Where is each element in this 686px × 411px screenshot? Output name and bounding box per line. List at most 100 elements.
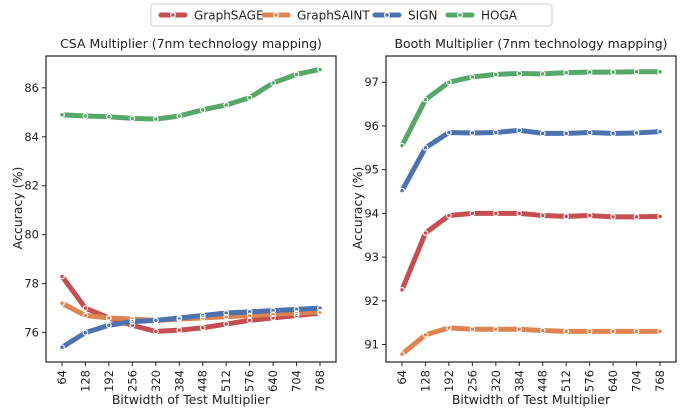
data-point-sign bbox=[516, 127, 523, 134]
data-point-hoga bbox=[399, 142, 405, 149]
plot-frame bbox=[45, 55, 337, 363]
csa-chart: CSA Multiplier (7nm technology mapping) … bbox=[10, 36, 337, 407]
data-point-graphsaint bbox=[106, 315, 112, 321]
data-point-graphsaint bbox=[563, 328, 570, 335]
x-tick-label: 192 bbox=[102, 370, 116, 392]
legend-label-graphsage: GraphSAGE bbox=[194, 9, 264, 23]
y-tick-label: 92 bbox=[364, 294, 379, 308]
data-point-hoga bbox=[59, 111, 65, 118]
data-point-graphsaint bbox=[399, 351, 405, 357]
x-axis-title: Bitwidth of Test Multiplier bbox=[452, 392, 611, 407]
series-line-sign bbox=[59, 305, 323, 350]
y-tick-label: 91 bbox=[364, 338, 379, 352]
data-point-graphsaint bbox=[82, 312, 89, 319]
y-tick-label: 84 bbox=[24, 130, 39, 144]
data-point-graphsage bbox=[152, 328, 159, 335]
y-tick-label: 93 bbox=[364, 250, 379, 264]
x-tick-label: 256 bbox=[465, 370, 479, 392]
data-point-graphsage bbox=[422, 230, 429, 236]
y-tick-label: 96 bbox=[364, 119, 379, 133]
data-point-graphsaint bbox=[293, 310, 300, 316]
data-point-sign bbox=[152, 317, 159, 324]
data-point-hoga bbox=[657, 68, 663, 75]
y-tick-label: 82 bbox=[24, 179, 39, 193]
series-line-hoga bbox=[399, 69, 663, 149]
data-point-graphsage bbox=[657, 213, 663, 220]
y-axis-title: Accuracy (%) bbox=[350, 167, 365, 250]
y-tick-label: 76 bbox=[24, 326, 39, 340]
data-point-sign bbox=[246, 308, 253, 315]
data-point-hoga bbox=[293, 71, 300, 78]
x-tick-label: 640 bbox=[606, 370, 620, 392]
series-line-hoga bbox=[59, 66, 323, 122]
data-point-sign bbox=[539, 130, 546, 137]
x-tick-label: 384 bbox=[172, 370, 186, 392]
data-point-graphsage bbox=[129, 322, 136, 329]
data-point-sign bbox=[59, 344, 65, 351]
legend-entry-graphsaint: GraphSAINT bbox=[261, 9, 370, 23]
data-point-graphsage bbox=[223, 321, 230, 327]
x-tick-label: 704 bbox=[290, 370, 304, 392]
chart-title: CSA Multiplier (7nm technology mapping) bbox=[60, 36, 322, 51]
y-tick-label: 80 bbox=[24, 228, 39, 242]
data-point-graphsage bbox=[610, 214, 616, 220]
data-point-hoga bbox=[223, 102, 230, 108]
data-point-graphsaint bbox=[586, 328, 593, 335]
data-point-hoga bbox=[492, 71, 499, 78]
tick-labels: 91 92 93 94 95 96 97 64 128 192 256 320 384 448 512 576… bbox=[364, 75, 667, 392]
x-tick-label: 576 bbox=[243, 370, 257, 392]
x-tick-label: 64 bbox=[55, 370, 69, 385]
data-point-hoga bbox=[539, 71, 546, 77]
legend-marker-hoga bbox=[457, 12, 464, 19]
data-point-graphsaint bbox=[59, 300, 65, 307]
x-tick-label: 512 bbox=[219, 370, 233, 392]
data-point-sign bbox=[633, 130, 640, 136]
data-point-sign bbox=[129, 318, 136, 325]
data-point-graphsage bbox=[492, 210, 499, 217]
x-tick-label: 512 bbox=[559, 370, 573, 392]
y-axis-title: Accuracy (%) bbox=[10, 167, 25, 250]
legend-entry-sign: SIGN bbox=[372, 9, 437, 23]
data-point-graphsaint bbox=[633, 328, 640, 335]
x-tick-label: 768 bbox=[313, 370, 327, 392]
series-line-sign bbox=[399, 127, 663, 194]
data-point-graphsaint bbox=[539, 327, 546, 334]
legend-label-hoga: HOGA bbox=[481, 9, 518, 23]
data-point-graphsage bbox=[270, 315, 276, 321]
data-point-sign bbox=[399, 187, 405, 194]
data-point-graphsage bbox=[446, 212, 452, 219]
y-tick-label: 97 bbox=[364, 75, 379, 89]
legend-frame bbox=[150, 3, 553, 27]
legend-entry-graphsage: GraphSAGE bbox=[158, 9, 264, 23]
data-point-hoga bbox=[563, 69, 570, 76]
data-point-hoga bbox=[82, 113, 89, 119]
data-point-sign bbox=[82, 329, 89, 336]
x-tick-label: 448 bbox=[196, 370, 210, 392]
x-tick-label: 704 bbox=[630, 370, 644, 392]
data-point-graphsage bbox=[633, 214, 640, 220]
x-tick-label: 128 bbox=[78, 370, 92, 392]
data-point-graphsaint bbox=[610, 328, 616, 335]
tick-labels: 76 78 80 82 84 86 64 128 192 256 320 384 448 512 576 64… bbox=[24, 81, 327, 392]
data-point-graphsaint bbox=[492, 326, 499, 333]
data-point-sign bbox=[293, 306, 300, 313]
plot-frame bbox=[385, 55, 677, 363]
x-tick-label: 128 bbox=[418, 370, 432, 392]
data-point-hoga bbox=[446, 79, 452, 86]
data-point-hoga bbox=[422, 96, 429, 103]
data-point-graphsaint bbox=[223, 313, 230, 320]
legend-entry-hoga: HOGA bbox=[445, 9, 518, 23]
data-point-sign bbox=[563, 130, 570, 137]
x-tick-label: 256 bbox=[125, 370, 139, 392]
data-point-sign bbox=[199, 312, 206, 319]
data-point-graphsage bbox=[59, 273, 65, 280]
data-point-graphsaint bbox=[270, 311, 276, 318]
legend: GraphSAGE GraphSAINT SIGN HOGA bbox=[150, 3, 553, 27]
data-point-graphsaint bbox=[422, 332, 429, 338]
x-axis-title: Bitwidth of Test Multiplier bbox=[112, 392, 271, 407]
data-point-graphsaint bbox=[657, 328, 663, 335]
data-point-sign bbox=[176, 315, 183, 321]
data-point-sign bbox=[657, 128, 663, 135]
series-line-graphsage bbox=[59, 273, 323, 334]
